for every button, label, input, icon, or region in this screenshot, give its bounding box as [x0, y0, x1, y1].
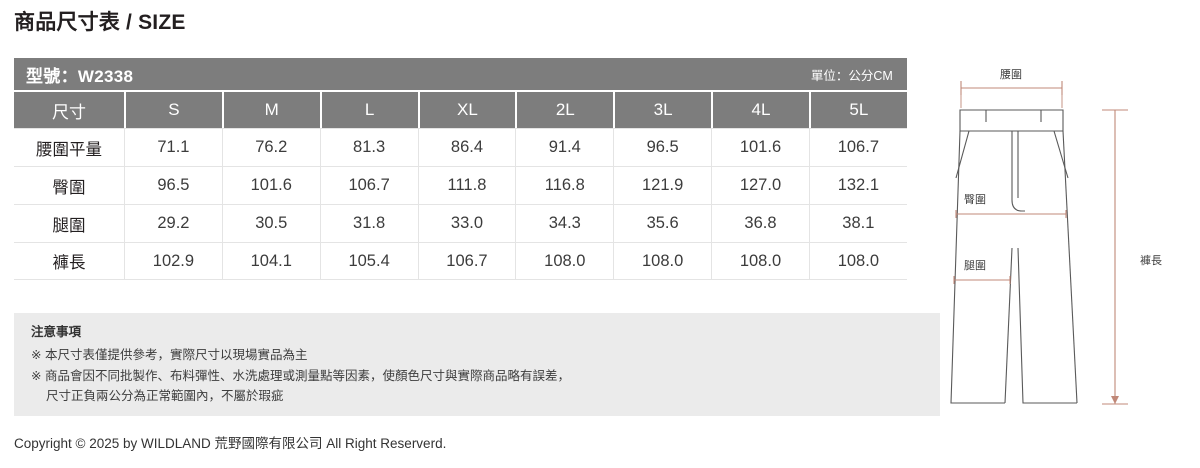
column-header-5l: 5L: [808, 90, 907, 128]
model-header-row: 型號：W2338 單位：公分CM: [14, 58, 907, 90]
cell-thigh-xl: 33.0: [417, 204, 516, 242]
cell-length-5l: 108.0: [808, 242, 907, 280]
notice-line-1: ※ 本尺寸表僅提供參考，實際尺寸以現場實品為主: [31, 348, 308, 362]
cell-hip-4l: 127.0: [711, 166, 809, 204]
column-header-xl: XL: [417, 90, 516, 128]
cell-length-2l: 108.0: [515, 242, 614, 280]
copyright-text: Copyright © 2025 by WILDLAND 荒野國際有限公司 Al…: [14, 436, 447, 451]
cell-hip-3l: 121.9: [613, 166, 712, 204]
cell-thigh-5l: 38.1: [808, 204, 907, 242]
cell-length-3l: 108.0: [613, 242, 712, 280]
cell-hip-5l: 132.1: [808, 166, 907, 204]
column-header-size-label: 尺寸: [14, 90, 124, 128]
pants-measurement-diagram: 腰圍 臀圍 腿圍 褲長: [930, 48, 1200, 448]
row-label-hip: 臀圍: [14, 166, 124, 204]
cell-hip-xl: 111.8: [417, 166, 516, 204]
column-header-3l: 3L: [613, 90, 712, 128]
pants-outline-icon: [950, 109, 1078, 404]
notice-line-2: ※ 商品會因不同批製作、布料彈性、水洗處理或測量點等因素，使顏色尺寸與實際商品略…: [31, 368, 570, 383]
column-header-row: 尺寸 S M L XL 2L 3L 4L 5L: [14, 90, 907, 128]
cell-waist-l: 81.3: [319, 128, 418, 166]
notice-box: 注意事項 ※ 本尺寸表僅提供參考，實際尺寸以現場實品為主 ※ 商品會因不同批製作…: [14, 313, 940, 416]
notice-title: 注意事項: [31, 325, 82, 339]
cell-hip-l: 106.7: [319, 166, 418, 204]
column-header-l: L: [319, 90, 418, 128]
model-number: 型號：W2338: [26, 66, 134, 86]
cell-waist-2l: 91.4: [515, 128, 614, 166]
diagram-label-length: 褲長: [1140, 253, 1162, 267]
column-header-4l: 4L: [711, 90, 809, 128]
column-header-2l: 2L: [515, 90, 614, 128]
row-label-thigh: 腿圍: [14, 204, 124, 242]
table-row: 臀圍 96.5 101.6 106.7 111.8 116.8 121.9 12…: [14, 166, 907, 204]
column-header-s: S: [124, 90, 222, 128]
row-label-waist: 腰圍平量: [14, 128, 124, 166]
cell-thigh-3l: 35.6: [613, 204, 712, 242]
cell-length-4l: 108.0: [711, 242, 809, 280]
cell-thigh-s: 29.2: [124, 204, 222, 242]
cell-hip-m: 101.6: [221, 166, 320, 204]
cell-waist-xl: 86.4: [417, 128, 516, 166]
cell-waist-4l: 101.6: [711, 128, 809, 166]
cell-thigh-2l: 34.3: [515, 204, 614, 242]
cell-length-m: 104.1: [221, 242, 320, 280]
cell-waist-5l: 106.7: [808, 128, 907, 166]
size-table: 型號：W2338 單位：公分CM 尺寸 S M L XL 2L 3L 4L 5L…: [14, 58, 907, 280]
cell-thigh-m: 30.5: [221, 204, 320, 242]
diagram-label-waist: 腰圍: [1000, 68, 1022, 81]
diagram-label-hip: 臀圍: [964, 193, 986, 206]
table-row: 褲長 102.9 104.1 105.4 106.7 108.0 108.0 1…: [14, 242, 907, 280]
cell-thigh-4l: 36.8: [711, 204, 809, 242]
measure-lines: [953, 81, 1128, 405]
unit-note: 單位：公分CM: [810, 68, 893, 83]
cell-length-xl: 106.7: [417, 242, 516, 280]
cell-waist-m: 76.2: [221, 128, 320, 166]
notice-line-3: 尺寸正負兩公分為正常範圍內，不屬於瑕疵: [46, 389, 284, 404]
cell-length-l: 105.4: [319, 242, 418, 280]
table-row: 腰圍平量 71.1 76.2 81.3 86.4 91.4 96.5 101.6…: [14, 128, 907, 166]
cell-waist-s: 71.1: [124, 128, 222, 166]
column-header-m: M: [221, 90, 320, 128]
model-header-cell: 型號：W2338 單位：公分CM: [14, 58, 907, 90]
page-title: 商品尺寸表 / SIZE: [14, 11, 186, 34]
cell-length-s: 102.9: [124, 242, 222, 280]
row-label-length: 褲長: [14, 242, 124, 280]
cell-hip-2l: 116.8: [515, 166, 614, 204]
cell-waist-3l: 96.5: [613, 128, 712, 166]
cell-thigh-l: 31.8: [319, 204, 418, 242]
diagram-label-thigh: 腿圍: [964, 259, 986, 272]
cell-hip-s: 96.5: [124, 166, 222, 204]
table-row: 腿圍 29.2 30.5 31.8 33.0 34.3 35.6 36.8 38…: [14, 204, 907, 242]
